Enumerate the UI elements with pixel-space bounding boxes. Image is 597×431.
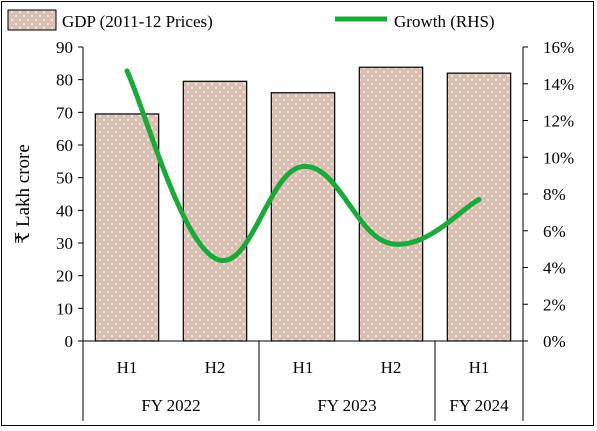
- right-tick-label-1: 2%: [543, 295, 566, 314]
- left-tick-label-3: 30: [56, 234, 73, 253]
- right-tick-label-2: 4%: [543, 259, 566, 278]
- x-category-label-3: H2: [381, 358, 402, 377]
- left-tick-label-8: 80: [56, 71, 73, 90]
- right-tick-label-0: 0%: [543, 332, 566, 351]
- right-tick-label-4: 8%: [543, 185, 566, 204]
- gdp-bar-4: [447, 73, 510, 341]
- right-tick-label-6: 12%: [543, 112, 574, 131]
- x-category-label-1: H2: [205, 358, 226, 377]
- x-group-labels: FY 2022 FY 2023 FY 2024: [83, 341, 523, 421]
- right-tick-label-7: 14%: [543, 75, 574, 94]
- x-category-label-0: H1: [117, 358, 138, 377]
- legend: GDP (2011-12 Prices) Growth (RHS): [8, 10, 495, 31]
- x-category-label-2: H1: [293, 358, 314, 377]
- left-tick-label-5: 50: [56, 169, 73, 188]
- legend-swatch-gdp: [8, 10, 56, 30]
- left-tick-label-7: 70: [56, 103, 73, 122]
- legend-label-growth: Growth (RHS): [394, 12, 495, 31]
- chart-frame: GDP (2011-12 Prices) Growth (RHS) ₹ Lakh…: [1, 1, 594, 426]
- left-tick-label-4: 40: [56, 201, 73, 220]
- right-tick-label-8: 16%: [543, 38, 574, 57]
- gdp-bar-3: [359, 67, 422, 341]
- bars: [95, 67, 510, 341]
- left-tick-label-0: 0: [65, 332, 74, 351]
- gdp-bar-2: [271, 93, 334, 341]
- left-tick-label-2: 20: [56, 267, 73, 286]
- x-group-label-2: FY 2024: [449, 396, 509, 415]
- gdp-bar-1: [183, 81, 246, 341]
- x-category-labels: H1 H2 H1 H2 H1: [117, 358, 490, 377]
- left-tick-label-1: 10: [56, 299, 73, 318]
- left-tick-label-6: 60: [56, 136, 73, 155]
- right-axis-ticks: 0% 2% 4% 6% 8% 10% 12% 14% 16%: [523, 38, 574, 351]
- x-group-label-1: FY 2023: [317, 396, 376, 415]
- left-tick-label-9: 90: [56, 38, 73, 57]
- x-category-label-4: H1: [469, 358, 490, 377]
- gdp-bar-0: [95, 114, 158, 341]
- legend-label-gdp: GDP (2011-12 Prices): [62, 12, 213, 31]
- left-axis-ticks: 0 10 20 30 40 50 60 70 80 90: [56, 38, 83, 351]
- y-axis-title: ₹ Lakh crore: [13, 144, 34, 244]
- right-tick-label-3: 6%: [543, 222, 566, 241]
- right-tick-label-5: 10%: [543, 148, 574, 167]
- x-group-label-0: FY 2022: [141, 396, 200, 415]
